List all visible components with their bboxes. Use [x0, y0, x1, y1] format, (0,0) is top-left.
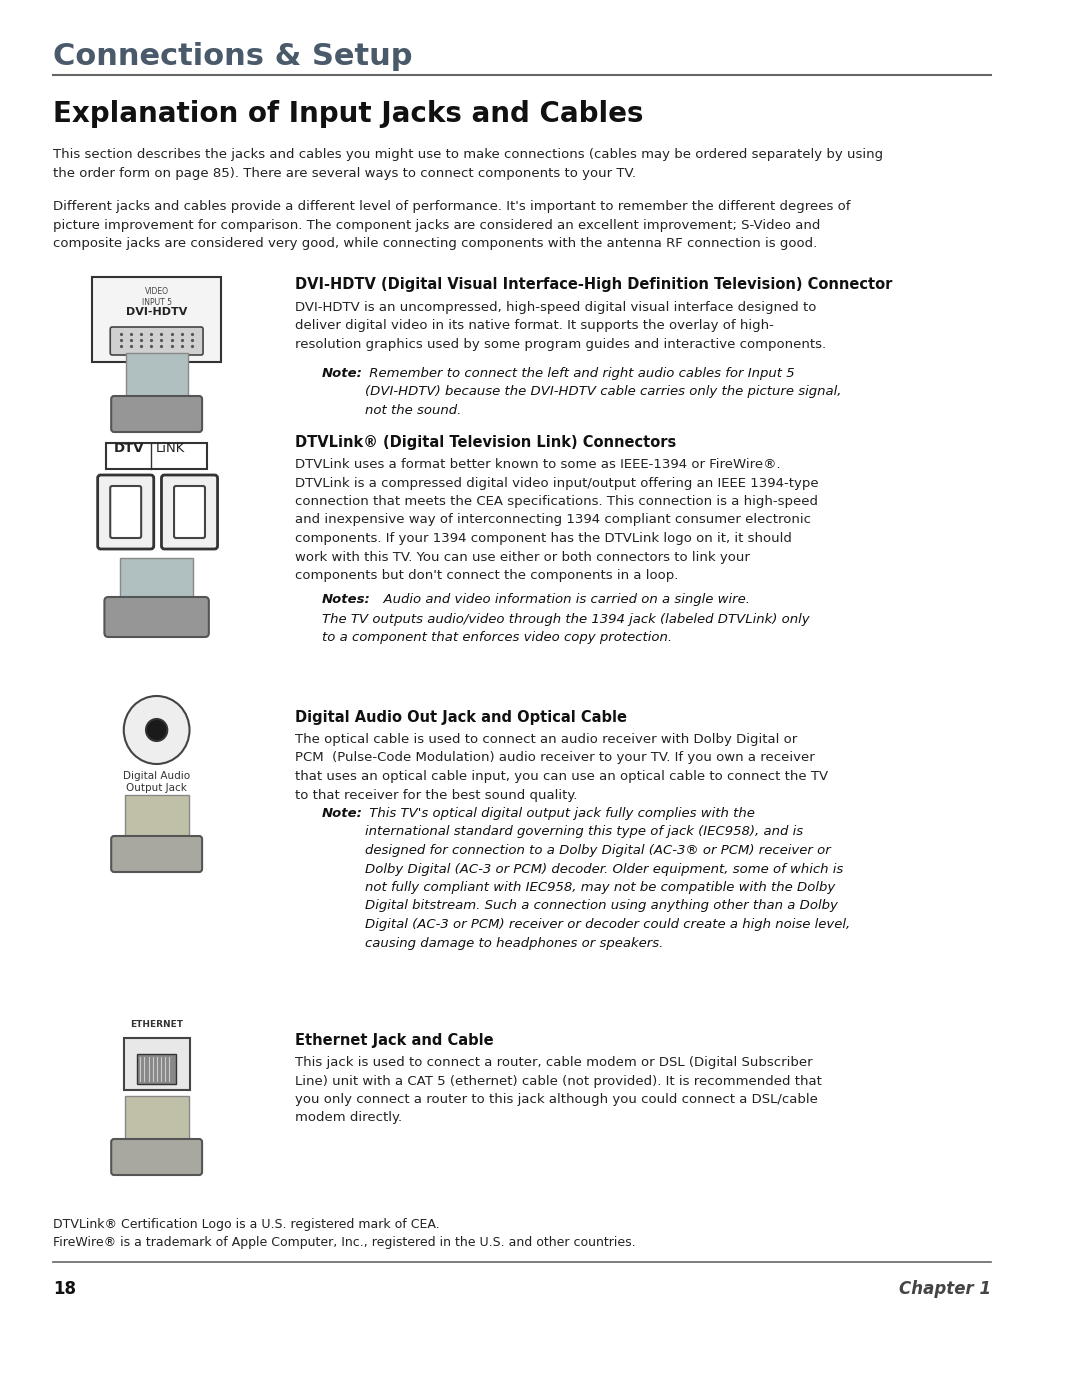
- Text: Connections & Setup: Connections & Setup: [53, 42, 413, 71]
- FancyBboxPatch shape: [110, 327, 203, 355]
- FancyBboxPatch shape: [125, 353, 188, 402]
- Text: Digital Audio Out Jack and Optical Cable: Digital Audio Out Jack and Optical Cable: [295, 710, 626, 725]
- Text: The optical cable is used to connect an audio receiver with Dolby Digital or
PCM: The optical cable is used to connect an …: [295, 733, 828, 802]
- Text: Explanation of Input Jacks and Cables: Explanation of Input Jacks and Cables: [53, 101, 644, 129]
- Text: Remember to connect the left and right audio cables for Input 5
(DVI-HDTV) becau: Remember to connect the left and right a…: [365, 367, 841, 416]
- FancyBboxPatch shape: [106, 443, 207, 469]
- Text: DTVLink® Certification Logo is a U.S. registered mark of CEA.: DTVLink® Certification Logo is a U.S. re…: [53, 1218, 440, 1231]
- FancyBboxPatch shape: [120, 557, 193, 605]
- Text: Ethernet Jack and Cable: Ethernet Jack and Cable: [295, 1032, 494, 1048]
- Text: This TV's optical digital output jack fully complies with the
international stan: This TV's optical digital output jack fu…: [365, 807, 850, 950]
- Circle shape: [146, 719, 167, 740]
- Text: Note:: Note:: [322, 367, 363, 380]
- Text: Different jacks and cables provide a different level of performance. It's import: Different jacks and cables provide a dif…: [53, 200, 851, 250]
- FancyBboxPatch shape: [92, 277, 221, 362]
- Text: ETHERNET: ETHERNET: [130, 1020, 184, 1030]
- Text: DVI-HDTV: DVI-HDTV: [126, 307, 187, 317]
- Text: Notes:: Notes:: [322, 592, 370, 606]
- Text: FireWire® is a trademark of Apple Computer, Inc., registered in the U.S. and oth: FireWire® is a trademark of Apple Comput…: [53, 1236, 636, 1249]
- Text: Audio and video information is carried on a single wire.: Audio and video information is carried o…: [375, 592, 751, 606]
- Text: This section describes the jacks and cables you might use to make connections (c: This section describes the jacks and cab…: [53, 148, 883, 179]
- FancyBboxPatch shape: [110, 486, 141, 538]
- FancyBboxPatch shape: [111, 835, 202, 872]
- FancyBboxPatch shape: [124, 795, 189, 842]
- FancyBboxPatch shape: [174, 486, 205, 538]
- Text: Digital Audio
Output Jack: Digital Audio Output Jack: [123, 771, 190, 793]
- Text: Note:: Note:: [322, 807, 363, 820]
- FancyBboxPatch shape: [124, 1038, 189, 1090]
- FancyBboxPatch shape: [105, 597, 208, 637]
- Text: DVI-HDTV is an uncompressed, high-speed digital visual interface designed to
del: DVI-HDTV is an uncompressed, high-speed …: [295, 300, 826, 351]
- Text: LiNK: LiNK: [157, 441, 186, 455]
- Text: 18: 18: [53, 1280, 77, 1298]
- Circle shape: [124, 696, 189, 764]
- Text: DVI-HDTV (Digital Visual Interface-High Definition Television) Connector: DVI-HDTV (Digital Visual Interface-High …: [295, 277, 892, 292]
- FancyBboxPatch shape: [162, 475, 217, 549]
- Text: DTVLink® (Digital Television Link) Connectors: DTVLink® (Digital Television Link) Conne…: [295, 434, 676, 450]
- FancyBboxPatch shape: [124, 1097, 189, 1146]
- Text: DTVLink uses a format better known to some as IEEE-1394 or FireWire®.
DTVLink is: DTVLink uses a format better known to so…: [295, 458, 819, 583]
- FancyBboxPatch shape: [97, 475, 153, 549]
- FancyBboxPatch shape: [111, 1139, 202, 1175]
- Text: VIDEO
INPUT 5: VIDEO INPUT 5: [141, 286, 172, 307]
- FancyBboxPatch shape: [111, 395, 202, 432]
- FancyBboxPatch shape: [137, 1053, 176, 1084]
- Text: The TV outputs audio/video through the 1394 jack (labeled DTVLink) only
to a com: The TV outputs audio/video through the 1…: [322, 613, 810, 644]
- Text: DTV: DTV: [113, 441, 144, 455]
- Text: This jack is used to connect a router, cable modem or DSL (Digital Subscriber
Li: This jack is used to connect a router, c…: [295, 1056, 822, 1125]
- Text: Chapter 1: Chapter 1: [899, 1280, 991, 1298]
